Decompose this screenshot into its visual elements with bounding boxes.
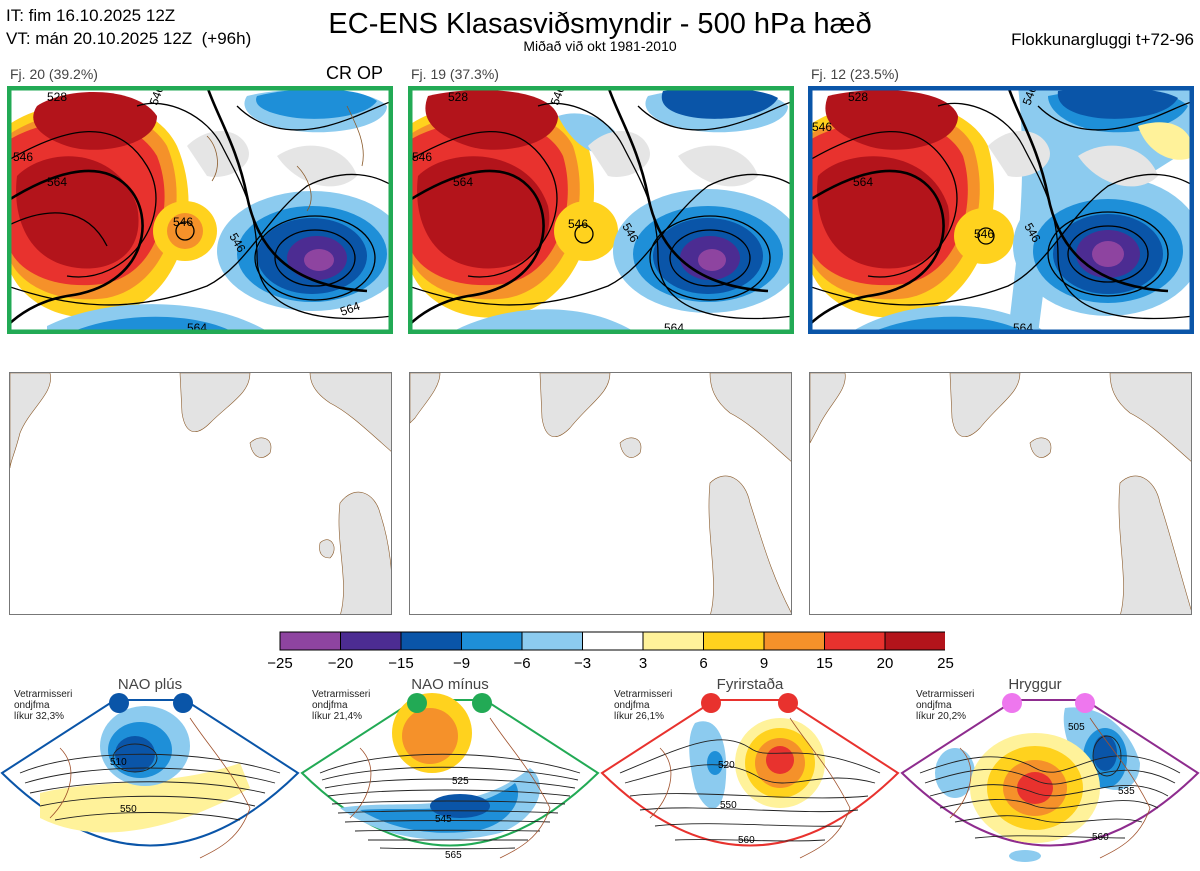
- base-map-2-land: [410, 373, 791, 614]
- regime-contour-label: 535: [1118, 786, 1135, 797]
- cluster-1-map: 528 546 546 564 546 546 564 564: [7, 86, 393, 334]
- colorbar-tick-label: 15: [816, 655, 833, 672]
- regime-contour-label: 550: [720, 800, 737, 811]
- colorbar-swatch: [521, 631, 583, 651]
- colorbar-swatch: [642, 631, 704, 651]
- page-subtitle: Miðað við okt 1981-2010: [523, 38, 677, 54]
- valid-time: VT: mán 20.10.2025 12Z (+96h): [6, 29, 252, 48]
- regime-contour-label: 565: [445, 850, 462, 861]
- regime-dot: [109, 693, 129, 713]
- regime-blocking-map: 520 550 560: [600, 693, 900, 859]
- colorbar-tick-label: −25: [267, 655, 293, 672]
- regime-contour-label: 560: [738, 835, 755, 846]
- regime-dot: [1002, 693, 1022, 713]
- cluster-1-extra-label: CR OP: [326, 63, 384, 83]
- colorbar-swatch: [279, 631, 341, 651]
- colorbar-swatch: [461, 631, 523, 651]
- regime-nao-plus: NAO plús Vetrarmisseri ondjfma líkur 32,…: [0, 676, 300, 871]
- cluster-2-contour-label: 546: [412, 150, 432, 164]
- colorbar-tick-label: −9: [452, 655, 471, 672]
- colorbar-tick-label: 9: [759, 655, 769, 672]
- colorbar-tick-label: −6: [513, 655, 531, 672]
- regime-title: NAO mínus: [411, 676, 489, 693]
- regime-note: Vetrarmisseri ondjfma líkur 26,1%: [614, 689, 673, 722]
- colorbar-tick-label: 6: [699, 655, 708, 672]
- cluster-2-contour-label: 528: [448, 90, 468, 104]
- cluster-2-map-image: 528 546 546 564 546 546 564: [408, 86, 794, 334]
- regime-nao-minus: NAO mínus Vetrarmisseri ondjfma líkur 21…: [300, 676, 600, 871]
- classification-window: Flokkunargluggi t+72-96: [1011, 30, 1194, 49]
- cluster-2-contour-label: 546: [568, 217, 588, 231]
- regime-contour-label: 520: [718, 760, 735, 771]
- regime-note: Vetrarmisseri ondjfma líkur 21,4%: [312, 689, 371, 722]
- regime-contour-label: 550: [120, 804, 137, 815]
- regime-dot: [1075, 693, 1095, 713]
- regime-contour-label: 545: [435, 814, 452, 825]
- cluster-1-caption: Fj. 20 (39.2%): [10, 66, 98, 82]
- colorbar-tick-label: 3: [638, 655, 648, 672]
- cluster-3-map-image: 528 546 546 564 546 546 564: [808, 86, 1194, 334]
- base-map-1: [9, 372, 392, 615]
- cluster-1-contour-label: 546: [173, 215, 193, 229]
- page-title: EC-ENS Klasasviðsmyndir - 500 hPa hæð: [328, 8, 872, 40]
- init-valid-times: IT: fim 16.10.2025 12Z VT: mán 20.10.202…: [6, 4, 251, 50]
- cluster-3-frame: [808, 86, 1194, 334]
- regime-ridge-map: 505 535 560: [900, 693, 1200, 862]
- colorbar-swatch: [763, 631, 825, 651]
- colorbar-swatch: [824, 631, 886, 651]
- cluster-3-caption: Fj. 12 (23.5%): [811, 66, 899, 82]
- cluster-3-map: 528 546 546 564 546 546 564: [808, 86, 1194, 334]
- regime-dot: [778, 693, 798, 713]
- colorbar-tick-label: −3: [573, 655, 592, 672]
- colorbar-swatch: [400, 631, 462, 651]
- colorbar: [279, 631, 946, 658]
- regime-nao-plus-map: 510 550: [0, 693, 300, 859]
- regime-title: Fyrirstaða: [716, 676, 784, 693]
- cluster-3-contour-label: 564: [853, 175, 873, 189]
- colorbar-swatches: [279, 631, 946, 651]
- regime-title: NAO plús: [117, 676, 183, 693]
- regime-nao-minus-map: 525 545 565: [300, 693, 600, 861]
- regime-ridge: Hryggur Vetrarmisseri ondjfma líkur 20,2…: [900, 676, 1200, 871]
- base-map-2: [409, 372, 792, 615]
- cluster-2-map: 528 546 546 564 546 546 564: [408, 86, 794, 334]
- cluster-2-frame: [408, 86, 794, 334]
- regime-blocking: Fyrirstaða Vetrarmisseri ondjfma líkur 2…: [600, 676, 900, 871]
- colorbar-tick-label: 20: [876, 655, 894, 672]
- cluster-1-contour-label: 564: [338, 299, 362, 319]
- base-map-3-land: [810, 373, 1191, 614]
- colorbar-tick-label: 25: [937, 655, 954, 672]
- regime-dot: [407, 693, 427, 713]
- regime-note: Vetrarmisseri ondjfma líkur 32,3%: [14, 689, 73, 722]
- regime-title: Hryggur: [1008, 676, 1062, 693]
- regime-dot: [701, 693, 721, 713]
- colorbar-swatch: [340, 631, 402, 651]
- cluster-2-caption: Fj. 19 (37.3%): [411, 66, 499, 82]
- cluster-1-contour-label: 564: [47, 175, 67, 189]
- regime-contour-label: 560: [1092, 832, 1109, 843]
- regime-dot: [173, 693, 193, 713]
- cluster-1-contour-label: 528: [47, 90, 67, 104]
- colorbar-swatch: [582, 631, 644, 651]
- base-map-1-land: [10, 373, 391, 614]
- regime-dot: [472, 693, 492, 713]
- regime-contour-label: 505: [1068, 722, 1085, 733]
- regime-note: Vetrarmisseri ondjfma líkur 20,2%: [916, 689, 975, 722]
- colorbar-swatch: [884, 631, 946, 651]
- cluster-2-contour-label: 564: [453, 175, 473, 189]
- cluster-3-contour-label: 528: [848, 90, 868, 104]
- cluster-1-map-image: 528 546 546 564 546 546 564 564: [7, 86, 393, 334]
- colorbar-tick-label: −20: [327, 655, 354, 672]
- init-time: IT: fim 16.10.2025 12Z: [6, 6, 176, 25]
- cluster-3-contour-label: 546: [974, 227, 994, 241]
- cluster-1-contour-label: 546: [13, 150, 33, 164]
- regime-contour-label: 510: [110, 757, 127, 768]
- colorbar-swatch: [703, 631, 765, 651]
- colorbar-tick-label: −15: [388, 655, 414, 672]
- regime-contour-label: 525: [452, 776, 469, 787]
- base-map-3: [809, 372, 1192, 615]
- cluster-3-contour-label: 546: [812, 120, 832, 134]
- cluster-1-frame: [7, 86, 393, 334]
